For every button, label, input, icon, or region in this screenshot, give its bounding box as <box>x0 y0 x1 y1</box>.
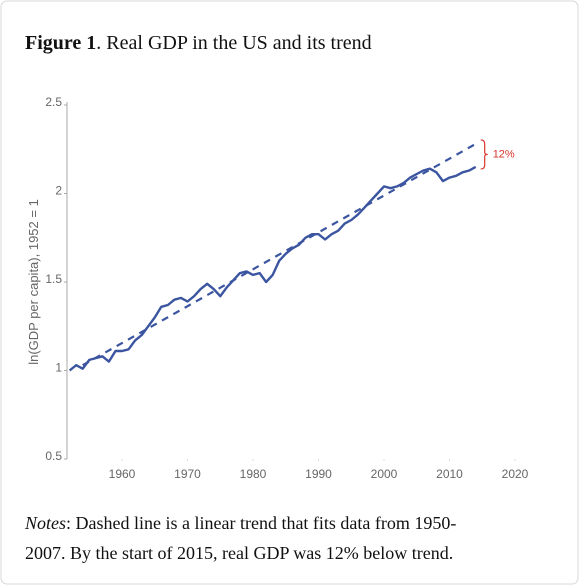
annotation: 12% <box>493 148 515 160</box>
x-tick-label: 1970 <box>174 467 201 481</box>
figure-title: Figure 1. Real GDP in the US and its tre… <box>25 32 372 54</box>
x-tick-label: 1980 <box>240 467 267 481</box>
y-tick-label: 2 <box>55 184 62 198</box>
y-tick-label: 1 <box>55 361 62 375</box>
y-tick-label: 0.5 <box>45 449 62 463</box>
y-tick-label: 1.5 <box>45 272 62 286</box>
trend-line <box>82 142 477 367</box>
data-line <box>68 165 477 372</box>
x-tick-label: 2000 <box>371 467 398 481</box>
notes-line: Notes: Dashed line is a linear trend tha… <box>24 513 456 533</box>
title-text: . Real GDP in the US and its trend <box>96 32 371 54</box>
y-tick-label: 2.5 <box>45 95 62 109</box>
notes-line: 2007. By the start of 2015, real GDP was… <box>25 543 453 563</box>
y-axis-label: ln(GDP per capita), 1952 = 1 <box>26 199 41 365</box>
notes-label: Notes <box>24 513 66 533</box>
title-label: Figure 1 <box>25 32 96 54</box>
x-tick-label: 2010 <box>436 467 463 481</box>
x-tick-label: 1960 <box>109 467 136 481</box>
x-tick-label: 1990 <box>305 467 332 481</box>
notes-text: : Dashed line is a linear trend that fit… <box>66 513 456 533</box>
x-tick-label: 2020 <box>502 467 529 481</box>
